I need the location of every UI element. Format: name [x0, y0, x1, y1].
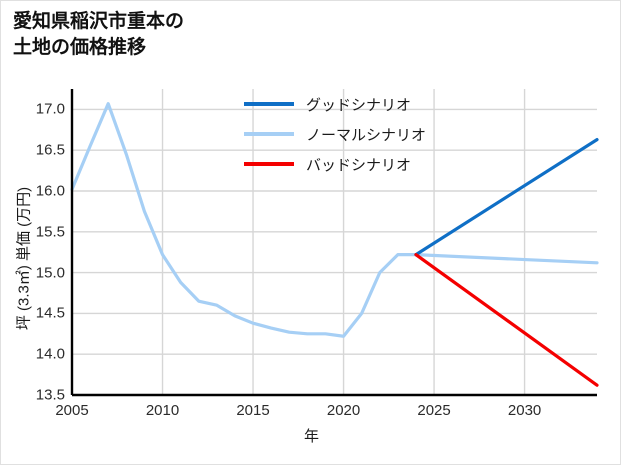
- legend-label: バッドシナリオ: [306, 156, 412, 174]
- series-line-グッドシナリオ: [414, 137, 599, 257]
- axis-spines: [70, 89, 597, 397]
- series-line-バッドシナリオ: [414, 253, 599, 387]
- x-tick-label: 2020: [326, 402, 361, 419]
- gridlines: [71, 89, 597, 396]
- y-tick-label: 14.5: [35, 304, 65, 322]
- y-axis-title: 坪 (3.3㎡) 単価 (万円): [15, 186, 33, 331]
- legend-label: グッドシナリオ: [306, 96, 412, 114]
- series-lines: [70, 102, 599, 387]
- legend-label: ノーマルシナリオ: [306, 126, 427, 144]
- y-tick-label: 16.0: [35, 182, 65, 200]
- x-tick-label: 2025: [417, 402, 451, 419]
- legend-item-2[interactable]: バッドシナリオ: [244, 153, 411, 175]
- y-tick-label: 17.0: [35, 100, 65, 118]
- y-tick-label: 15.5: [35, 223, 65, 241]
- y-tick-label: 13.5: [35, 386, 65, 404]
- legend-swatch-icon: [244, 102, 294, 106]
- x-tick-label: 2005: [55, 402, 89, 419]
- chart-title: 愛知県稲沢市重本の 土地の価格推移: [13, 11, 185, 59]
- x-tick-label: 2015: [236, 402, 270, 419]
- x-axis-title: 年: [303, 428, 319, 445]
- legend-swatch-icon: [244, 132, 294, 136]
- legend-item-1[interactable]: ノーマルシナリオ: [244, 123, 426, 145]
- series-line-ノーマルシナリオ: [70, 102, 599, 338]
- x-tick-label: 2030: [507, 402, 542, 419]
- y-tick-label: 16.5: [35, 141, 65, 159]
- y-tick-label: 15.0: [35, 264, 65, 282]
- legend-swatch-icon: [244, 162, 294, 166]
- x-tick-label: 2010: [145, 402, 180, 419]
- legend-item-0[interactable]: グッドシナリオ: [244, 93, 411, 115]
- y-tick-label: 14.0: [35, 345, 65, 363]
